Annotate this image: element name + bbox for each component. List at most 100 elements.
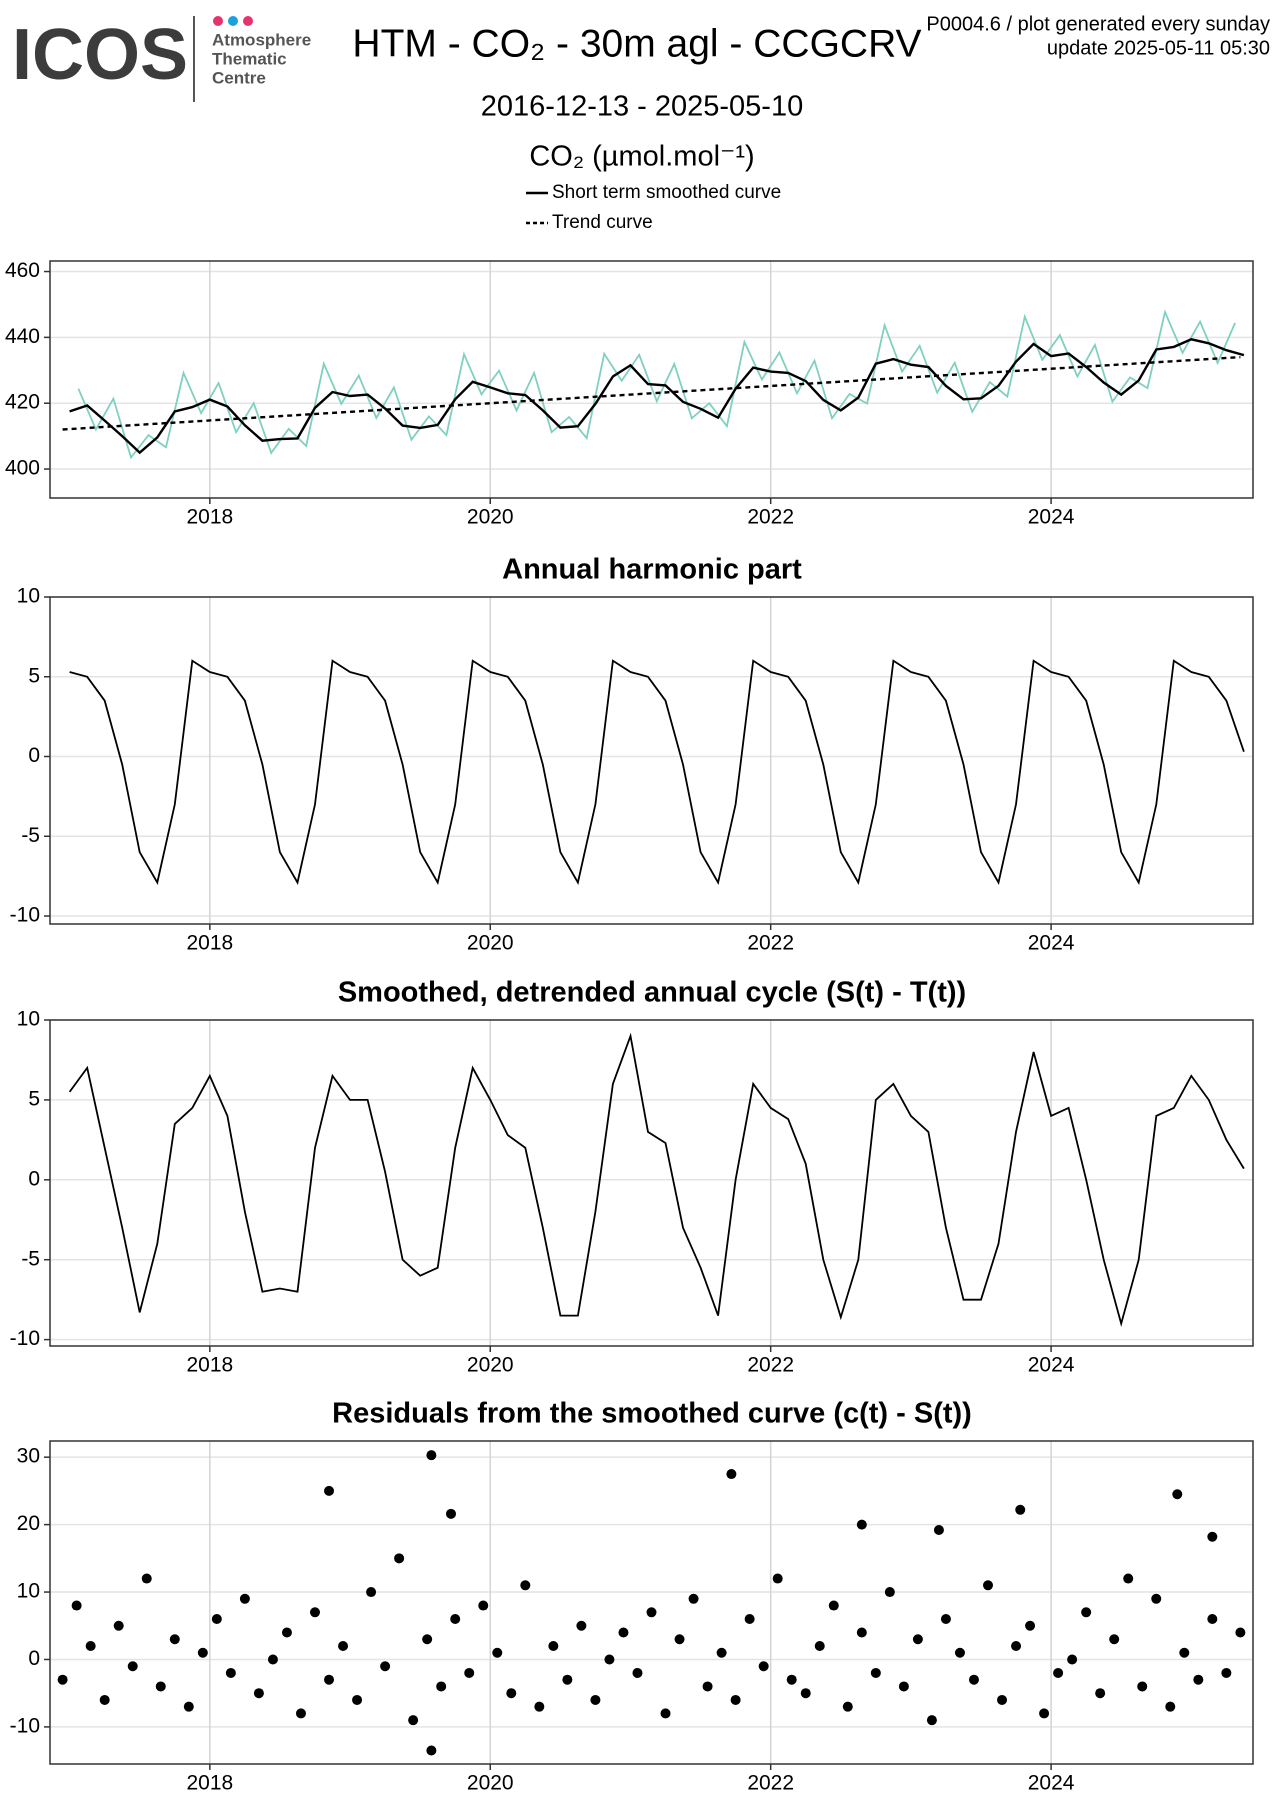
point xyxy=(1109,1634,1120,1645)
centre-line: Atmosphere xyxy=(212,30,311,49)
point xyxy=(113,1620,124,1631)
point xyxy=(408,1715,419,1726)
point xyxy=(1011,1640,1022,1651)
point xyxy=(85,1640,96,1651)
plot-frame xyxy=(49,1440,1254,1765)
point xyxy=(997,1694,1008,1705)
y-tick-label: 20 xyxy=(17,1512,40,1535)
point xyxy=(464,1667,475,1678)
y-tick-label: 10 xyxy=(17,585,40,608)
point xyxy=(281,1627,292,1638)
plot-area xyxy=(50,1020,1253,1346)
x-tick-label: 2020 xyxy=(467,932,514,955)
y-tick-label: 5 xyxy=(28,664,40,687)
plot-area xyxy=(50,597,1253,924)
point xyxy=(295,1708,306,1719)
point xyxy=(1137,1681,1148,1692)
point xyxy=(548,1640,559,1651)
point xyxy=(426,1745,437,1756)
x-tick-label: 2020 xyxy=(467,1354,514,1377)
legend-label: Short term smoothed curve xyxy=(552,182,781,203)
point xyxy=(814,1640,825,1651)
point xyxy=(590,1694,601,1705)
point xyxy=(562,1674,573,1685)
y-tick-label: 0 xyxy=(28,1167,40,1190)
point xyxy=(702,1681,713,1692)
point xyxy=(211,1614,222,1625)
x-tick-label: 2022 xyxy=(747,1772,794,1795)
point xyxy=(534,1701,545,1712)
x-tick-label: 2018 xyxy=(186,932,233,955)
point xyxy=(1123,1573,1134,1584)
data-line xyxy=(69,659,1245,885)
point xyxy=(380,1661,391,1672)
logo-dot xyxy=(213,16,223,26)
x-tick-label: 2024 xyxy=(1028,1354,1075,1377)
data-line xyxy=(68,1032,1245,1328)
point xyxy=(983,1580,994,1591)
point xyxy=(968,1674,979,1685)
smooth-line xyxy=(69,338,1245,455)
point xyxy=(744,1614,755,1625)
y-tick-label: 420 xyxy=(5,391,40,414)
point xyxy=(99,1694,110,1705)
subtitle: 2016-12-13 - 2025-05-10 xyxy=(481,91,803,123)
y-tick-label: -5 xyxy=(21,1247,40,1270)
point xyxy=(1039,1708,1050,1719)
point xyxy=(324,1485,335,1496)
title: HTM - CO₂ - 30m agl - CCGCRV xyxy=(352,22,921,65)
y-tick-label: -10 xyxy=(10,1714,40,1737)
x-tick-label: 2022 xyxy=(747,1354,794,1377)
plot-frame xyxy=(49,260,1254,499)
y-tick-label: 440 xyxy=(5,325,40,348)
point xyxy=(169,1634,180,1645)
panel-title: Smoothed, detrended annual cycle (S(t) -… xyxy=(338,977,966,1009)
point xyxy=(912,1634,923,1645)
update: update 2025-05-11 05:30 xyxy=(1047,37,1270,59)
plot-area xyxy=(50,1441,1253,1764)
logo-dot xyxy=(243,16,253,26)
point xyxy=(828,1600,839,1611)
point xyxy=(884,1587,895,1598)
point xyxy=(478,1600,489,1611)
point xyxy=(426,1450,437,1461)
y-tick-label: 10 xyxy=(17,1580,40,1603)
point xyxy=(726,1469,737,1480)
point xyxy=(309,1607,320,1618)
x-tick-label: 2024 xyxy=(1028,932,1075,955)
y-tick-label: 0 xyxy=(28,744,40,767)
point xyxy=(267,1654,278,1665)
point xyxy=(225,1667,236,1678)
point xyxy=(422,1634,433,1645)
point xyxy=(57,1674,68,1685)
x-tick-label: 2020 xyxy=(467,506,514,529)
point xyxy=(954,1647,965,1658)
x-tick-label: 2020 xyxy=(467,1772,514,1795)
x-tick-label: 2018 xyxy=(186,1354,233,1377)
point xyxy=(394,1553,405,1564)
note: P0004.6 / plot generated every sunday xyxy=(926,13,1270,35)
logo: ICOS xyxy=(12,15,188,95)
y-tick-label: 0 xyxy=(28,1647,40,1670)
x-tick-label: 2024 xyxy=(1028,1772,1075,1795)
plot-area xyxy=(50,261,1253,498)
panel: 400 420 440 460 2018 2020 2022 2024 xyxy=(5,259,1254,529)
point xyxy=(366,1587,377,1598)
point xyxy=(253,1688,264,1699)
logo-dot xyxy=(228,16,238,26)
point xyxy=(842,1701,853,1712)
point xyxy=(1053,1667,1064,1678)
point xyxy=(450,1614,461,1625)
y-tick-label: 5 xyxy=(28,1087,40,1110)
point xyxy=(1179,1647,1190,1658)
point xyxy=(1067,1654,1078,1665)
centre-line: Centre xyxy=(212,68,266,87)
y-tick-label: 30 xyxy=(17,1445,40,1468)
point xyxy=(933,1525,944,1536)
point xyxy=(688,1593,699,1604)
point xyxy=(772,1573,783,1584)
point xyxy=(1081,1607,1092,1618)
point xyxy=(926,1715,937,1726)
point xyxy=(71,1600,82,1611)
